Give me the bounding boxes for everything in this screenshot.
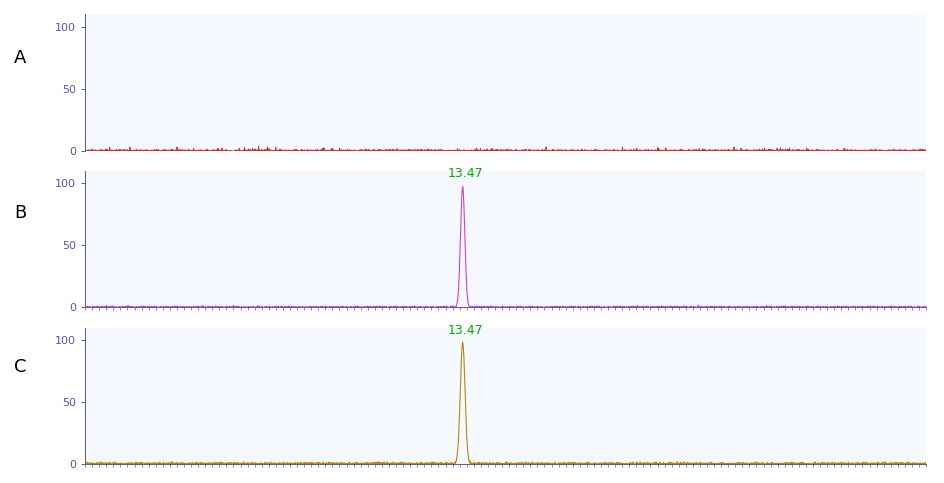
Text: C: C xyxy=(14,358,26,376)
Text: 13.47: 13.47 xyxy=(447,324,482,337)
Text: B: B xyxy=(14,203,26,222)
Text: 13.47: 13.47 xyxy=(447,167,482,180)
Text: A: A xyxy=(14,49,26,67)
